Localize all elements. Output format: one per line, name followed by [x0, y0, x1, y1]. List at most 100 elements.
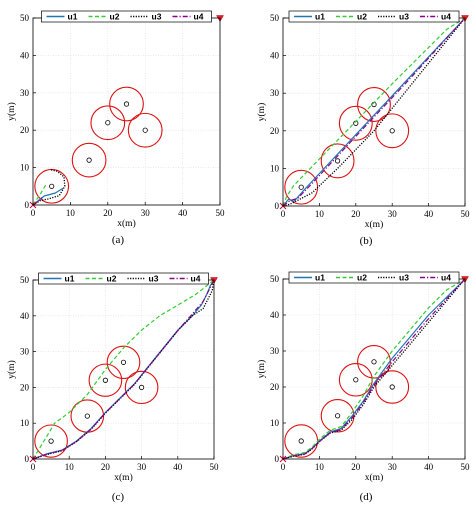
- obstacle-circle: [375, 370, 410, 404]
- obstacle-center-marker: [353, 377, 359, 383]
- chart-panel-4: 00 10 10 20 20 30 30 40 40 50 50 x(m) y(m) u1 u2 u3 u4 (d…: [256, 271, 471, 503]
- y-tick-label: 20: [20, 382, 30, 392]
- obstacle-center-marker: [139, 384, 145, 390]
- panel-caption: (b): [360, 235, 373, 247]
- y-axis-label: y(m): [256, 103, 267, 121]
- x-tick-label: 30: [388, 209, 398, 219]
- x-tick-label: 20: [101, 462, 111, 472]
- x-tick-label: 0: [31, 208, 36, 218]
- y-axis-label: y(m): [256, 360, 267, 378]
- x-tick-label: 40: [178, 208, 188, 218]
- panel-caption: (a): [112, 234, 125, 246]
- x-tick-label: 50: [210, 462, 220, 472]
- x-axis-label: x(m): [117, 218, 135, 229]
- legend-label-u1: u1: [68, 12, 78, 22]
- chart-panel-1: 00 10 10 20 20 30 30 40 40 50 50 x(m) y(m) u1 u2 u3 u4 (a…: [6, 10, 225, 246]
- obstacle-circle: [375, 113, 410, 149]
- y-tick-label: 30: [20, 88, 30, 98]
- x-tick-label: 40: [424, 209, 434, 219]
- y-tick-label: 50: [270, 274, 280, 284]
- legend-label-u4: u4: [441, 12, 451, 22]
- series-u2-line: [282, 278, 466, 460]
- legend-label-u4: u4: [441, 273, 451, 283]
- series-u3-line: [32, 279, 215, 460]
- x-tick-label: 10: [315, 209, 325, 219]
- x-tick-label: 20: [351, 209, 361, 219]
- legend-label-u2: u2: [357, 12, 367, 22]
- y-tick-label: 50: [20, 13, 30, 23]
- panel-caption: (c): [112, 491, 125, 503]
- y-tick-label: 30: [270, 346, 280, 356]
- x-axis-label: x(m): [114, 472, 132, 483]
- obstacle-circle: [90, 105, 126, 141]
- y-tick-label: 30: [270, 88, 280, 98]
- legend-label-u3: u3: [149, 274, 159, 284]
- x-axis-label: x(m): [365, 472, 383, 483]
- obstacle-center-marker: [389, 128, 395, 134]
- obstacle-center-marker: [48, 438, 54, 444]
- chart-panel-2: 00 10 10 20 20 30 30 40 40 50 50 x(m) y(m) u1 u2 u3 u4 (b…: [256, 10, 470, 247]
- plot-area: [33, 18, 220, 205]
- panel-caption: (d): [360, 491, 373, 503]
- legend-label-u2: u2: [357, 273, 367, 283]
- y-tick-label: 0: [25, 200, 30, 210]
- obstacle-center-marker: [334, 413, 341, 419]
- obstacle-center-marker: [105, 120, 111, 126]
- series-u4-line: [282, 278, 466, 460]
- series-u4-line: [282, 17, 466, 207]
- x-tick-label: 40: [424, 462, 434, 472]
- obstacle-center-marker: [371, 359, 377, 365]
- y-axis-label: y(m): [6, 360, 17, 378]
- obstacle-center-marker: [298, 184, 304, 190]
- obstacle-circle: [106, 345, 141, 379]
- obstacle-center-marker: [120, 359, 127, 365]
- obstacle-circle: [357, 345, 391, 379]
- x-tick-label: 40: [173, 462, 183, 472]
- y-tick-label: 0: [275, 454, 280, 464]
- obstacle-circle: [34, 424, 68, 458]
- y-axis-label: y(m): [6, 102, 17, 120]
- y-tick-label: 30: [20, 347, 30, 357]
- x-tick-label: 0: [281, 462, 286, 472]
- obstacle-center-marker: [102, 377, 109, 383]
- x-tick-label: 10: [65, 462, 75, 472]
- legend-label-u4: u4: [191, 274, 201, 284]
- y-tick-label: 20: [270, 382, 280, 392]
- legend-label-u3: u3: [152, 12, 162, 22]
- series-u2-line: [282, 17, 466, 207]
- obstacle-center-marker: [298, 438, 304, 444]
- y-tick-label: 10: [270, 163, 280, 173]
- legend-label-u2: u2: [107, 274, 117, 284]
- x-tick-label: 10: [66, 208, 76, 218]
- x-tick-label: 30: [137, 462, 147, 472]
- legend-label-u2: u2: [110, 12, 120, 22]
- y-tick-label: 50: [270, 13, 280, 23]
- x-tick-label: 20: [103, 208, 113, 218]
- legend-label-u4: u4: [194, 12, 204, 22]
- obstacle-circle: [124, 370, 159, 405]
- obstacle-center-marker: [389, 384, 395, 390]
- y-tick-label: 10: [20, 418, 30, 428]
- obstacle-center-marker: [86, 157, 92, 163]
- series-u1-line: [282, 278, 466, 460]
- obstacle-circle: [127, 112, 163, 148]
- obstacle-center-marker: [142, 127, 148, 133]
- y-tick-label: 40: [270, 51, 280, 61]
- obstacle-circle: [109, 86, 144, 122]
- x-tick-label: 50: [461, 462, 471, 472]
- x-tick-label: 10: [315, 462, 325, 472]
- y-tick-label: 40: [20, 50, 30, 60]
- series-u2-line: [32, 279, 215, 460]
- y-tick-label: 0: [275, 201, 280, 211]
- legend-box: [38, 272, 209, 285]
- legend-label-u3: u3: [399, 273, 409, 283]
- y-tick-label: 40: [270, 310, 280, 320]
- obstacle-circle: [320, 143, 355, 179]
- x-tick-label: 0: [31, 462, 36, 472]
- obstacle-circle: [357, 87, 391, 122]
- obstacle-center-marker: [84, 413, 90, 419]
- x-tick-label: 20: [351, 462, 361, 472]
- y-tick-label: 20: [20, 125, 30, 135]
- chart-panel-3: 00 10 10 20 20 30 30 40 40 50 50 x(m) y(m) u1 u2 u3 u4 (c…: [6, 272, 220, 503]
